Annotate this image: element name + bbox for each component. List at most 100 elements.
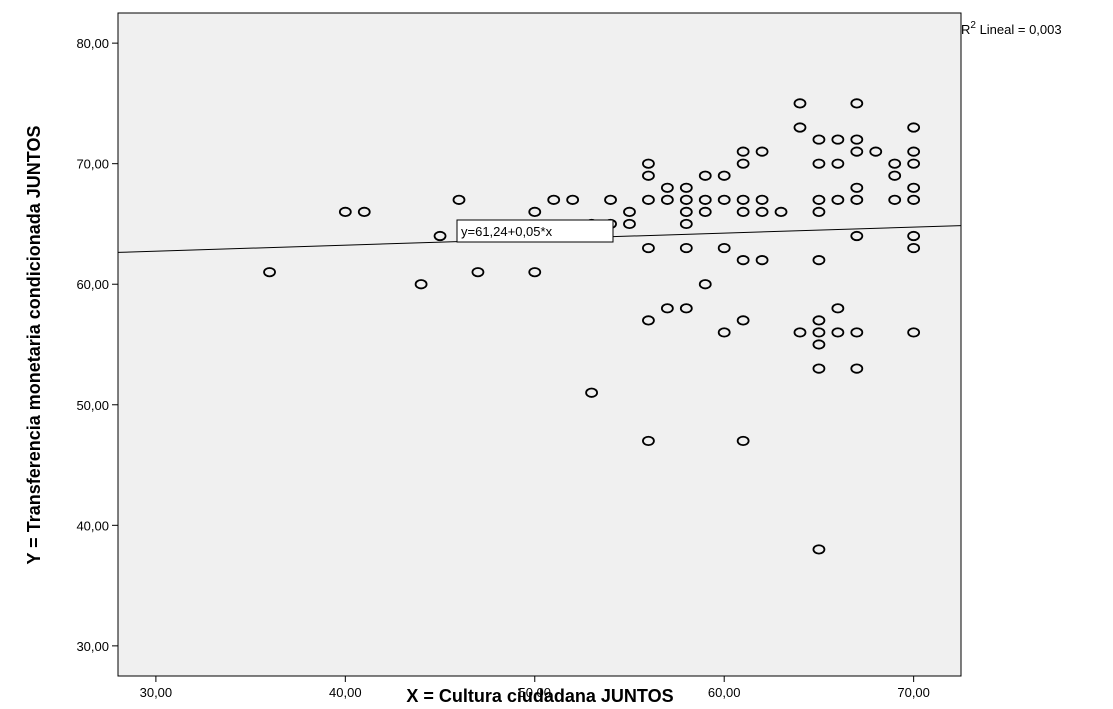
x-axis: 30,00 40,00 50,00 60,00 70,00 [140,676,930,700]
r2-label: R2 Lineal = 0,003 [961,20,1062,37]
data-point [755,206,769,217]
data-point [679,194,693,205]
data-point [528,267,542,278]
data-point [831,303,845,314]
data-point [812,194,826,205]
data-point [774,206,788,217]
y-tick-label: 30,00 [76,639,109,654]
x-tick-label: 30,00 [140,685,173,700]
data-point [793,98,807,109]
data-point [528,206,542,217]
data-point [850,134,864,145]
r2-suffix: Lineal = 0,003 [976,22,1062,37]
data-point [812,544,826,555]
y-axis: 30,00 40,00 50,00 60,00 70,00 80,00 [76,36,118,654]
data-point [717,242,731,254]
data-point [888,170,902,181]
x-tick-label: 40,00 [329,685,362,700]
data-point [642,242,655,254]
data-point [736,146,750,157]
data-point [623,206,636,217]
data-point [812,327,826,338]
data-point [888,194,902,205]
data-point [717,327,731,338]
data-point [717,170,731,181]
data-point [907,182,921,193]
data-point [414,279,428,290]
data-point [888,158,902,169]
data-point [679,182,693,193]
data-point [679,218,693,230]
plot-area [117,12,962,677]
data-point [831,134,845,145]
data-point [831,194,845,205]
data-point [831,158,845,169]
data-point [566,194,580,205]
data-point [736,315,750,326]
data-point [471,267,485,278]
data-point [793,122,807,133]
data-point [642,194,655,205]
data-point [907,230,921,242]
y-tick-label: 50,00 [76,398,109,413]
data-point [698,170,712,181]
data-point [698,279,712,290]
data-point [623,218,636,230]
data-point [850,182,864,193]
data-point [642,170,655,181]
data-point [812,206,826,217]
data-point [452,194,466,205]
fit-equation-frame [456,219,614,243]
points-layer [263,98,921,555]
data-point [831,327,845,338]
data-point [660,182,674,193]
y-tick-label: 80,00 [76,36,109,51]
data-point [736,255,750,266]
y-axis-title: Y = Transferencia monetaria condicionada… [24,126,44,565]
r2-superscript: 2 [970,20,976,31]
data-point [793,327,807,338]
data-point [850,194,864,205]
x-tick-label: 50,00 [518,685,551,700]
data-point [604,194,617,205]
data-point [812,339,826,350]
data-point [907,327,921,338]
data-point [907,242,921,254]
data-point [338,206,352,217]
data-point [357,206,371,217]
data-point [812,158,826,169]
data-point [642,315,655,326]
x-tick-label: 60,00 [708,685,741,700]
data-point [433,230,447,242]
data-point [698,194,712,205]
data-point [812,255,826,266]
y-tick-label: 40,00 [76,518,109,533]
data-point [679,303,693,314]
data-point [869,146,883,157]
data-point [736,158,750,169]
data-point [642,435,655,447]
data-point [263,267,276,278]
data-point [850,146,864,157]
x-tick-label: 70,00 [897,685,930,700]
y-tick-label: 70,00 [76,157,109,172]
x-axis-title: X = Cultura ciudadana JUNTOS [406,686,673,706]
y-tick-label: 60,00 [76,277,109,292]
data-point [698,206,712,217]
data-point [755,146,769,157]
fit-equation-label: y=61,24+0,05*x [461,224,553,239]
data-point [679,206,693,217]
data-point [812,134,826,145]
data-point [755,194,769,205]
data-point [907,194,921,205]
data-point [850,327,864,338]
data-point [907,158,921,169]
r2-prefix: R [961,22,970,37]
data-point [736,194,750,205]
data-point [660,194,674,205]
data-point [755,255,769,266]
data-point [850,98,864,109]
data-point [585,387,598,398]
data-point [642,158,655,169]
